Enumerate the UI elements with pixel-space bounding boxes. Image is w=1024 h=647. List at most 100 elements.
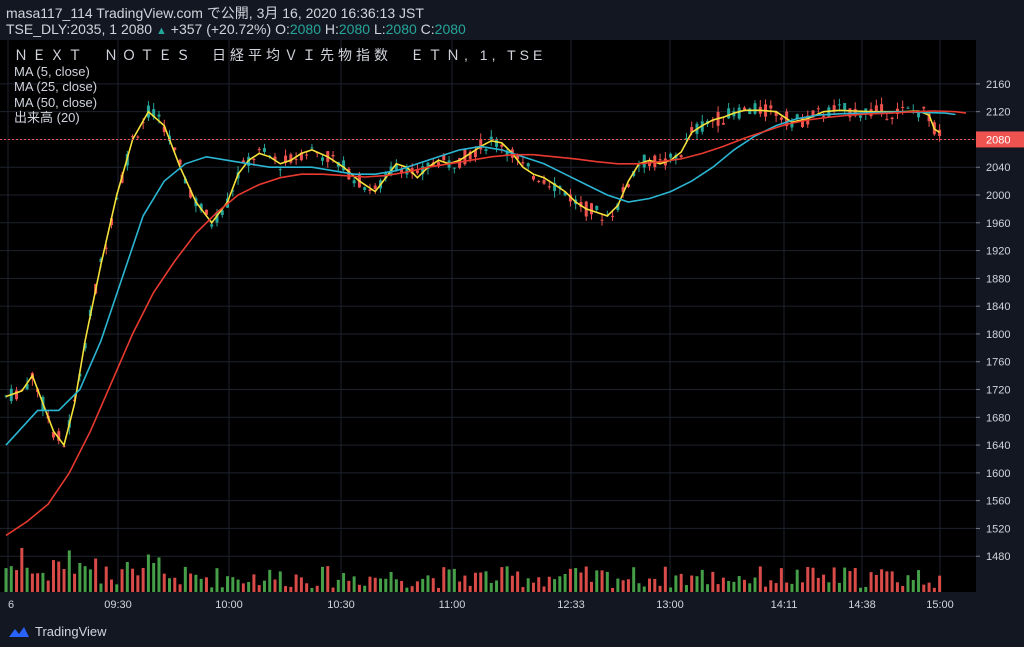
candle-body bbox=[99, 258, 103, 263]
candle-body bbox=[837, 104, 841, 106]
volume-bar bbox=[595, 570, 599, 592]
volume-bar bbox=[336, 579, 340, 592]
volume-bar bbox=[727, 581, 731, 592]
candle-body bbox=[721, 122, 725, 125]
candle-body bbox=[204, 209, 208, 215]
volume-bar bbox=[458, 581, 462, 592]
volume-bar bbox=[611, 587, 615, 592]
legend-volume[interactable]: 出来高 (20) bbox=[14, 110, 80, 125]
volume-bar bbox=[563, 573, 567, 592]
legend-ma25[interactable]: MA (25, close) bbox=[14, 79, 98, 94]
volume-bar bbox=[36, 573, 40, 592]
x-tick-label: 6 bbox=[8, 599, 14, 611]
volume-bar bbox=[299, 577, 303, 592]
symbol: TSE_DLY:2035, 1 bbox=[6, 21, 118, 37]
chart-area[interactable]: 2160 2120 2080 2040 2000 1960 1920 1880 1840 1800… bbox=[0, 40, 1024, 616]
candle-body bbox=[241, 160, 245, 163]
candle-body bbox=[737, 107, 741, 119]
price-axis[interactable]: 2160 2120 2080 2040 2000 1960 1920 1880 1840 1800… bbox=[976, 40, 1024, 616]
volume-bar bbox=[373, 577, 377, 592]
volume-bar bbox=[553, 579, 557, 592]
volume-bar bbox=[426, 575, 430, 592]
volume-bar bbox=[62, 569, 66, 592]
volume-bar bbox=[447, 569, 451, 592]
volume-bar bbox=[658, 585, 662, 592]
candle-body bbox=[373, 185, 377, 189]
volume-bar bbox=[674, 575, 678, 592]
x-tick-label: 14:38 bbox=[848, 599, 876, 611]
candle-body bbox=[331, 154, 335, 157]
price-chart[interactable]: 2160 2120 2080 2040 2000 1960 1920 1880 1840 1800… bbox=[0, 40, 1024, 616]
candle-body bbox=[748, 108, 752, 115]
volume-bar bbox=[146, 554, 150, 592]
candle-body bbox=[669, 153, 673, 158]
volume-bar bbox=[711, 571, 715, 592]
volume-bar bbox=[400, 580, 404, 592]
volume-bar bbox=[811, 567, 815, 592]
volume-bar bbox=[15, 570, 19, 592]
low-label: L: bbox=[373, 21, 386, 37]
candle-body bbox=[690, 127, 694, 133]
volume-bar bbox=[226, 576, 230, 592]
volume-bar bbox=[294, 574, 298, 592]
time-axis-bg bbox=[0, 592, 1024, 616]
candle-body bbox=[679, 155, 683, 158]
candle-body bbox=[563, 191, 567, 196]
volume-bar bbox=[779, 568, 783, 592]
last-price-badge bbox=[976, 131, 1024, 148]
volume-bar bbox=[642, 586, 646, 592]
x-tick-label: 10:00 bbox=[215, 599, 243, 611]
candle-body bbox=[500, 144, 504, 147]
volume-bar bbox=[706, 584, 710, 592]
last-price-line: 2080 bbox=[0, 131, 1024, 148]
x-tick-label: 12:33 bbox=[557, 599, 585, 611]
volume-bar bbox=[152, 562, 156, 592]
volume-bar bbox=[310, 587, 314, 592]
candle-body bbox=[231, 190, 235, 192]
last-price-badge-label: 2080 bbox=[986, 134, 1010, 146]
candle-body bbox=[104, 247, 108, 249]
legend-ma5[interactable]: MA (5, close) bbox=[14, 63, 90, 79]
candle-body bbox=[816, 108, 820, 110]
candle-body bbox=[162, 126, 166, 133]
volume-bar bbox=[574, 568, 578, 592]
candle-body bbox=[621, 187, 625, 193]
tradingview-logo-icon bbox=[9, 626, 29, 637]
candle-body bbox=[795, 114, 799, 119]
candle-body bbox=[468, 151, 472, 160]
volume-bar bbox=[173, 577, 177, 592]
volume-bar bbox=[437, 587, 441, 592]
volume-bar bbox=[326, 566, 330, 592]
volume-bar bbox=[168, 578, 172, 592]
volume-bar bbox=[331, 587, 335, 592]
volume-bar bbox=[632, 567, 636, 592]
footer: TradingView bbox=[0, 616, 1024, 647]
candle-body bbox=[15, 390, 19, 400]
candle-body bbox=[252, 159, 256, 161]
volume-bar bbox=[684, 585, 688, 592]
volume-bar bbox=[189, 573, 193, 592]
y-tick-label: 1520 bbox=[986, 523, 1010, 535]
volume-bar bbox=[495, 580, 499, 592]
candle-body bbox=[278, 169, 282, 171]
volume-bar bbox=[700, 569, 704, 592]
candle-body bbox=[516, 155, 520, 160]
candle-body bbox=[284, 155, 288, 163]
y-tick-label: 2120 bbox=[986, 107, 1010, 119]
legend-ma50[interactable]: MA (50, close) bbox=[14, 94, 98, 110]
volume-bar bbox=[526, 578, 530, 592]
candle-body bbox=[890, 117, 894, 120]
volume-bar bbox=[927, 582, 931, 592]
candle-body bbox=[553, 183, 557, 192]
candle-body bbox=[774, 111, 778, 116]
candle-body bbox=[769, 105, 773, 109]
volume-bar bbox=[837, 582, 841, 592]
candle-body bbox=[885, 118, 889, 120]
time-axis[interactable]: 6 09:30 10:00 10:30 11:00 12:33 13:00 14:11 14:3… bbox=[0, 592, 1024, 616]
tradingview-logo[interactable]: TradingView bbox=[8, 624, 107, 639]
volume-bar bbox=[843, 567, 847, 592]
volume-bar bbox=[342, 573, 346, 592]
candle-body bbox=[568, 194, 572, 202]
volume-bar bbox=[268, 569, 272, 592]
volume-bar bbox=[822, 574, 826, 592]
